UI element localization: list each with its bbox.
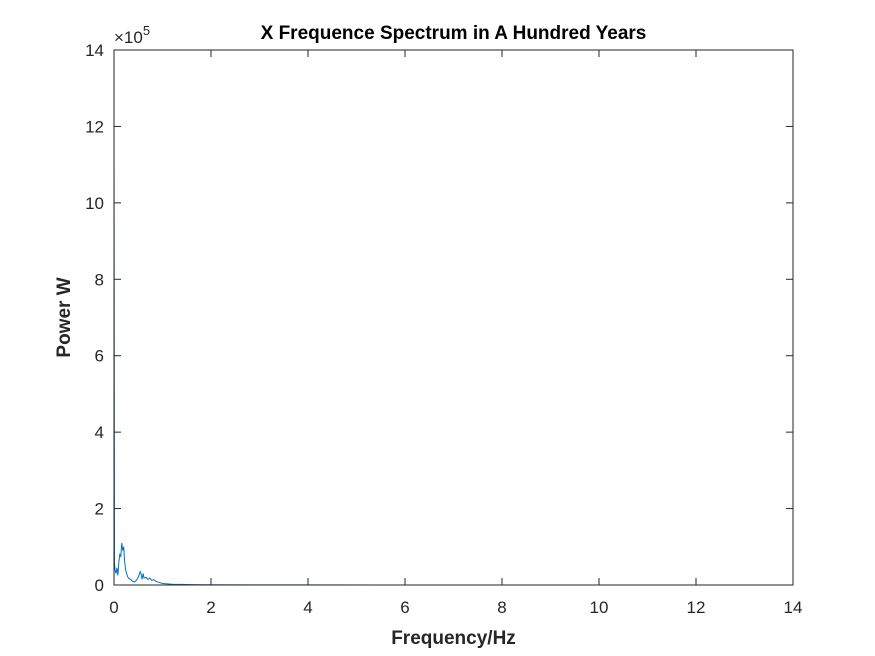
axes-background [114,50,793,585]
y-tick-label: 4 [95,423,104,442]
x-tick-label: 8 [497,598,506,617]
x-tick-label: 10 [590,598,609,617]
x-tick-label: 2 [206,598,215,617]
y-tick-label: 8 [95,270,104,289]
x-axis-title: Frequency/Hz [391,628,516,649]
x-tick-label: 0 [109,598,118,617]
y-axis-exponent-base: ×10 [114,28,143,47]
y-tick-label: 14 [85,41,104,60]
y-tick-label: 0 [95,576,104,595]
chart-title: X Frequence Spectrum in A Hundred Years [261,23,647,44]
x-tick-label: 6 [400,598,409,617]
axes-box [113,49,794,586]
x-tick-label: 12 [687,598,706,617]
y-axis-title: Power W [54,277,75,357]
y-tick-label: 6 [95,347,104,366]
y-tick-label: 10 [85,194,104,213]
y-axis-exponent-label: ×105 [114,23,150,47]
y-tick-label: 12 [85,117,104,136]
y-axis-exponent-power: 5 [143,23,150,38]
ticks-layer: 0 2 4 6 8 10 12 14 0 2 4 6 8 10 12 14 [85,41,802,617]
x-tick-label: 4 [303,598,312,617]
y-tick-label: 2 [95,500,104,519]
x-tick-label: 14 [784,598,803,617]
